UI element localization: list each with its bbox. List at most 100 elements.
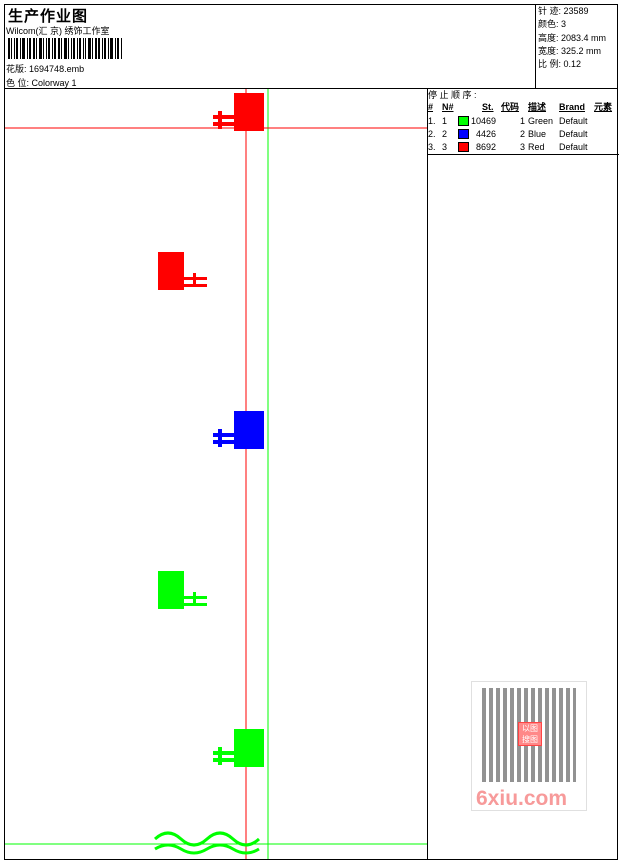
- motif-blue: [213, 411, 264, 449]
- col-description: 描述: [528, 102, 547, 112]
- page-title: 生产作业图: [8, 8, 89, 25]
- border-wave-motif: [153, 831, 261, 855]
- col-number: N#: [442, 102, 454, 112]
- barcode-bar: [102, 38, 103, 59]
- row-code: 1: [519, 116, 525, 126]
- col-stitches: St.: [482, 102, 494, 112]
- barcode-bar: [110, 38, 113, 59]
- barcode-bar: [39, 38, 42, 59]
- table-header: # N# St. 代码 描述 Brand 元素: [428, 101, 619, 113]
- table-row: 2. 2 4426 2 Blue Default: [428, 128, 619, 140]
- barcode: [8, 38, 142, 59]
- colorway-value: Colorway 1: [31, 78, 77, 88]
- barcode-bar: [117, 38, 119, 59]
- barcode-bar: [71, 38, 72, 59]
- scale-label: 比 例:: [538, 59, 562, 70]
- barcode-bar: [83, 38, 84, 59]
- stop-sequence-panel: 停 止 顺 序 : # N# St. 代码 描述 Brand 元素 1. 1 1…: [427, 89, 619, 860]
- stitches-value: 23589: [563, 6, 589, 16]
- row-description: Green: [528, 116, 554, 126]
- table-row: 1. 1 10469 1 Green Default: [428, 115, 619, 127]
- design-label: 花版:: [6, 64, 27, 74]
- colorway-label: 色 位:: [6, 78, 30, 88]
- barcode-bar: [22, 38, 25, 59]
- col-brand: Brand: [559, 102, 586, 112]
- width-value: 325.2 mm: [561, 45, 602, 56]
- barcode-bar: [20, 38, 21, 59]
- motif-green-bottom: [213, 729, 264, 767]
- row-number: 1: [442, 116, 448, 126]
- row-brand: Default: [559, 129, 588, 139]
- row-number: 2: [442, 129, 448, 139]
- colors-label: 颜色:: [538, 19, 559, 30]
- barcode-bar: [121, 38, 122, 59]
- stop-sequence-title: 停 止 顺 序 :: [428, 90, 477, 100]
- row-number: 3: [442, 142, 448, 152]
- color-swatch: [458, 142, 469, 152]
- barcode-bar: [73, 38, 75, 59]
- barcode-bar: [36, 38, 37, 59]
- barcode-bar: [79, 38, 81, 59]
- barcode-bar: [27, 38, 28, 59]
- row-index: 1.: [428, 116, 436, 126]
- motif-green-left: [158, 571, 207, 609]
- header: 生产作业图 Wilcom(汇 京) 绣饰工作室 花版: 1694748.emb …: [4, 4, 618, 89]
- design-info: 针 迹: 23589 颜色: 3 高度: 2083.4 mm 宽度: 325.2…: [535, 4, 618, 88]
- color-swatch: [458, 116, 469, 126]
- barcode-bar: [68, 38, 69, 59]
- design-file: 1694748.emb: [29, 64, 85, 74]
- row-code: 3: [519, 142, 525, 152]
- worksheet-frame: [4, 4, 618, 860]
- watermark-text: 6xiu.com: [476, 787, 568, 810]
- row-index: 3.: [428, 142, 436, 152]
- row-index: 2.: [428, 129, 436, 139]
- stitches-label: 针 迹:: [538, 6, 562, 16]
- barcode-bar: [29, 38, 31, 59]
- barcode-bar: [33, 38, 35, 59]
- barcode-bar: [77, 38, 78, 59]
- colors-value: 3: [561, 19, 567, 30]
- barcode-bar: [85, 38, 86, 59]
- height-label: 高度:: [538, 32, 559, 43]
- barcode-bar: [115, 38, 116, 59]
- row-stitches: 4426: [475, 129, 496, 139]
- row-brand: Default: [559, 116, 588, 126]
- qr-watermark: 以图搜图 6xiu.com: [471, 681, 587, 811]
- company-name: Wilcom(汇 京) 绣饰工作室: [6, 26, 110, 36]
- barcode-bar: [52, 38, 53, 59]
- seal: 以图搜图: [518, 722, 542, 746]
- row-stitches: 10469: [471, 116, 497, 126]
- barcode-bar: [8, 38, 10, 59]
- col-element: 元素: [594, 102, 613, 112]
- barcode-bar: [92, 38, 93, 59]
- row-code: 2: [519, 129, 525, 139]
- barcode-bar: [88, 38, 91, 59]
- barcode-bar: [43, 38, 44, 59]
- stop-sequence-table: 停 止 顺 序 : # N# St. 代码 描述 Brand 元素 1. 1 1…: [428, 89, 619, 155]
- barcode-bar: [16, 38, 18, 59]
- barcode-bar: [108, 38, 109, 59]
- height-value: 2083.4 mm: [561, 32, 607, 43]
- barcode-bar: [98, 38, 100, 59]
- motif-red-left: [158, 252, 207, 290]
- barcode-bar: [104, 38, 106, 59]
- scale-value: 0.12: [563, 59, 582, 70]
- barcode-bar: [11, 38, 12, 59]
- barcode-bar: [58, 38, 60, 59]
- width-label: 宽度:: [538, 45, 559, 56]
- barcode-bar: [95, 38, 97, 59]
- col-index: #: [428, 102, 434, 112]
- barcode-bar: [46, 38, 47, 59]
- row-description: Blue: [528, 129, 547, 139]
- barcode-bar: [14, 38, 15, 59]
- table-row: 3. 3 8692 3 Red Default: [428, 141, 619, 153]
- barcode-bar: [61, 38, 62, 59]
- motif-red-top: [213, 93, 264, 131]
- row-description: Red: [528, 142, 545, 152]
- row-stitches: 8692: [475, 142, 496, 152]
- color-swatch: [458, 129, 469, 139]
- barcode-bar: [48, 38, 50, 59]
- col-code: 代码: [501, 102, 520, 112]
- row-brand: Default: [559, 142, 588, 152]
- barcode-bar: [64, 38, 67, 59]
